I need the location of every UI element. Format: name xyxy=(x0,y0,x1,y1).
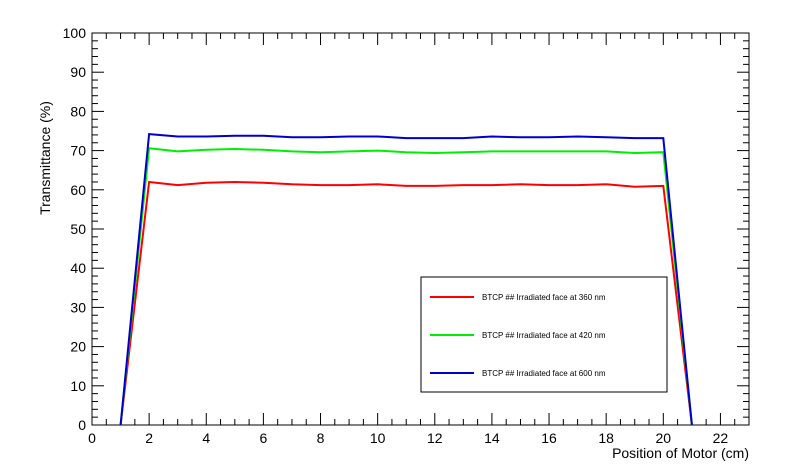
legend: BTCP ## Irradiated face at 360 nm BTCP ##… xyxy=(420,276,668,393)
x-tick-label: 0 xyxy=(88,430,96,446)
x-tick-label: 20 xyxy=(656,430,672,446)
x-tick-label: 10 xyxy=(370,430,386,446)
y-tick-label: 0 xyxy=(78,417,86,433)
x-tick-label: 8 xyxy=(317,430,325,446)
x-tick-label: 12 xyxy=(427,430,443,446)
legend-label-2: BTCP ## Irradiated face at 420 nm xyxy=(482,331,606,340)
y-axis-title: Transmittance (%) xyxy=(37,101,53,215)
series-lines xyxy=(119,133,693,426)
y-tick-label: 10 xyxy=(70,378,86,394)
y-tick-label: 80 xyxy=(70,103,86,119)
legend-label-1: BTCP ## Irradiated face at 360 nm xyxy=(482,293,606,302)
y-tick-label: 100 xyxy=(63,25,87,41)
x-tick-label: 2 xyxy=(145,430,153,446)
series-line-1 xyxy=(119,180,693,426)
series-line-2 xyxy=(119,147,693,426)
x-tick-label: 4 xyxy=(202,430,210,446)
x-tick-label: 18 xyxy=(598,430,614,446)
y-tick-label: 20 xyxy=(70,339,86,355)
y-tick-label: 30 xyxy=(70,299,86,315)
y-tick-label: 50 xyxy=(70,221,86,237)
x-tick-label: 6 xyxy=(259,430,267,446)
axis-ticks: 0 2 4 6 8 10 12 14 16 18 20 22 0 10 20 30 40 50 60 70 80 90 10… xyxy=(63,25,750,446)
series-line-3 xyxy=(119,133,693,426)
x-axis-title: Position of Motor (cm) xyxy=(612,445,749,461)
y-tick-label: 90 xyxy=(70,64,86,80)
y-tick-label: 40 xyxy=(70,260,86,276)
legend-label-3: BTCP ## Irradiated face at 600 nm xyxy=(482,369,606,378)
x-tick-label: 14 xyxy=(484,430,500,446)
x-tick-label: 22 xyxy=(713,430,729,446)
y-tick-label: 70 xyxy=(70,143,86,159)
x-tick-label: 16 xyxy=(541,430,557,446)
y-tick-label: 60 xyxy=(70,182,86,198)
